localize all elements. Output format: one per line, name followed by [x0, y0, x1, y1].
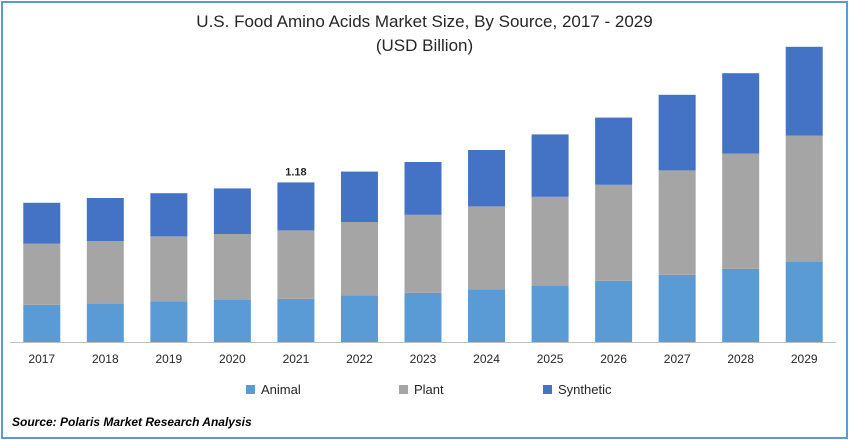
bar-animal-2020 — [213, 300, 251, 342]
bar-synthetic-2019 — [150, 193, 188, 237]
x-tick-label: 2023 — [410, 352, 437, 366]
bar-animal-2019 — [150, 301, 188, 342]
bar-animal-2029 — [785, 261, 823, 342]
bar-synthetic-2026 — [595, 117, 633, 185]
bar-synthetic-2021 — [277, 182, 315, 231]
bar-plant-2027 — [658, 170, 696, 275]
bar-animal-2024 — [468, 289, 506, 342]
x-tick-label: 2028 — [727, 352, 754, 366]
bar-animal-2022 — [340, 295, 378, 342]
stacked-bar-chart: 2017 2018 2019 2020 2021 1.18 2022 2023 2024 2025… — [10, 46, 836, 366]
x-tick-label: 2018 — [92, 352, 119, 366]
bar-plant-2028 — [722, 153, 760, 269]
legend-item-animal: Animal — [246, 382, 301, 397]
bar-animal-2025 — [531, 285, 569, 342]
bar-animal-2026 — [595, 280, 633, 342]
bar-synthetic-2029 — [785, 46, 823, 136]
bar-plant-2024 — [468, 206, 506, 290]
legend-label-synthetic: Synthetic — [558, 382, 612, 397]
x-tick-label: 2024 — [473, 352, 500, 366]
x-tick-label: 2020 — [219, 352, 246, 366]
bar-animal-2027 — [658, 274, 696, 342]
bar-plant-2021 — [277, 230, 315, 299]
x-tick-label: 2027 — [664, 352, 691, 366]
bar-plant-2022 — [340, 222, 378, 296]
bar-synthetic-2020 — [213, 188, 251, 234]
bar-synthetic-2018 — [86, 198, 124, 242]
bar-plant-2019 — [150, 236, 188, 302]
bar-synthetic-2027 — [658, 94, 696, 171]
x-tick-label: 2019 — [155, 352, 182, 366]
bar-synthetic-2028 — [722, 73, 760, 154]
bar-synthetic-2022 — [340, 171, 378, 222]
bar-animal-2023 — [404, 292, 442, 342]
bar-synthetic-2023 — [404, 162, 442, 215]
bar-animal-2021 — [277, 298, 315, 342]
x-tick-label: 2026 — [600, 352, 627, 366]
x-tick-label: 2017 — [28, 352, 55, 366]
legend-swatch-animal — [246, 385, 255, 394]
bar-plant-2029 — [785, 135, 823, 262]
bar-synthetic-2024 — [468, 150, 506, 207]
legend-swatch-plant — [399, 385, 408, 394]
chart-title: U.S. Food Amino Acids Market Size, By So… — [196, 12, 653, 31]
chart-subtitle: (USD Billion) — [375, 36, 474, 55]
legend-swatch-synthetic — [543, 385, 552, 394]
legend-label-animal: Animal — [261, 382, 301, 397]
bar-plant-2023 — [404, 214, 442, 293]
x-tick-label: 2025 — [537, 352, 564, 366]
bar-plant-2017 — [23, 243, 61, 305]
legend-item-synthetic: Synthetic — [543, 382, 611, 397]
bar-animal-2018 — [86, 303, 124, 342]
x-tick-label: 2029 — [791, 352, 818, 366]
bar-synthetic-2017 — [23, 202, 61, 244]
source-note: Source: Polaris Market Research Analysis — [12, 415, 252, 429]
legend-label-plant: Plant — [414, 382, 444, 397]
bar-plant-2026 — [595, 184, 633, 281]
bar-animal-2028 — [722, 268, 760, 342]
chart-legend: Animal Plant Synthetic — [0, 382, 849, 402]
bar-synthetic-2025 — [531, 134, 569, 197]
legend-item-plant: Plant — [399, 382, 444, 397]
x-tick-label: 2022 — [346, 352, 373, 366]
x-tick-label: 2021 — [283, 352, 310, 366]
bar-plant-2020 — [213, 234, 251, 300]
bar-plant-2025 — [531, 196, 569, 286]
data-label: 1.18 — [285, 166, 306, 178]
bar-animal-2017 — [23, 304, 61, 342]
bar-plant-2018 — [86, 241, 124, 304]
